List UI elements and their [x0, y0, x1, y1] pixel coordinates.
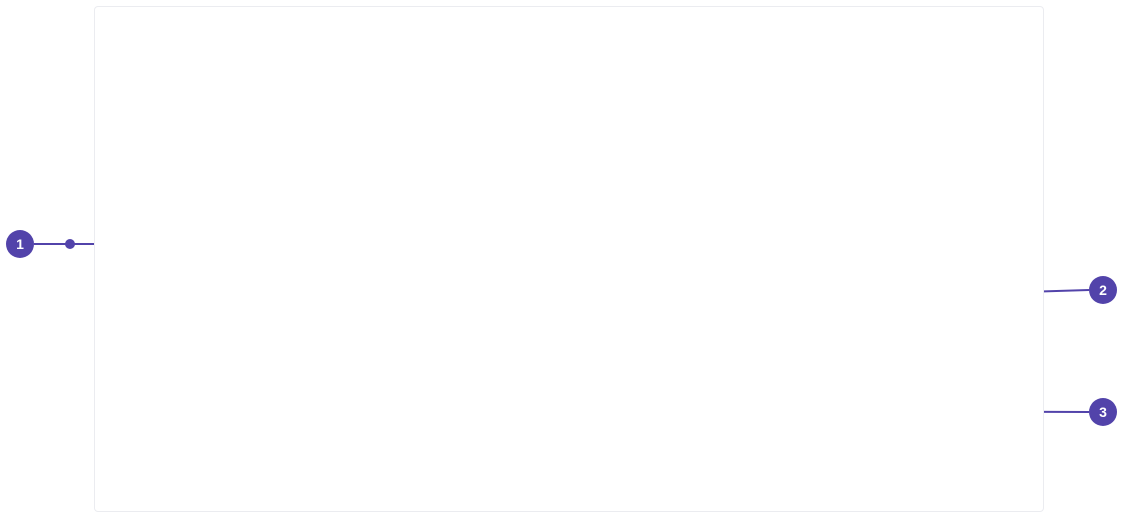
callout-number: 3: [1099, 404, 1107, 420]
callout-dot: [65, 239, 75, 249]
callout-number: 1: [16, 236, 24, 252]
callout-number: 2: [1099, 282, 1107, 298]
chart-card: [94, 6, 1044, 512]
